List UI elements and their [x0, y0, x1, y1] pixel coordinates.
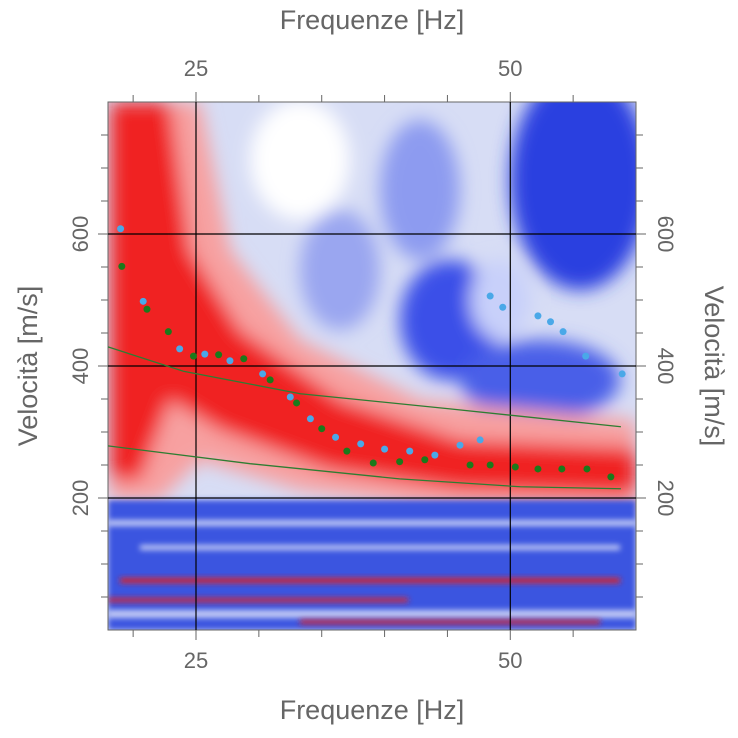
x-tick-label: 25: [184, 648, 208, 673]
data-point: [421, 456, 429, 464]
data-point: [396, 458, 404, 466]
x-tick-label-top: 50: [498, 56, 522, 81]
y-tick-label: 400: [68, 348, 93, 385]
data-point: [143, 305, 151, 313]
x-axis-title-top: Frequenze [Hz]: [280, 5, 465, 35]
data-point: [476, 436, 484, 444]
data-point: [266, 376, 274, 384]
x-axis-title: Frequenze [Hz]: [280, 695, 465, 725]
y-tick-label: 200: [68, 480, 93, 517]
y-tick-label: 600: [68, 216, 93, 253]
data-point: [466, 461, 474, 469]
data-point: [486, 292, 494, 300]
spectrum-image: [108, 102, 636, 630]
data-point: [511, 463, 519, 471]
data-point: [431, 451, 439, 459]
y-tick-label-right: 600: [653, 216, 678, 253]
data-point: [618, 370, 626, 378]
data-point: [164, 328, 172, 336]
data-point: [293, 399, 301, 407]
data-point: [559, 328, 567, 336]
data-point: [607, 473, 615, 481]
y-axis-title-right: Velocità [m/s]: [699, 286, 729, 447]
data-point: [189, 352, 197, 360]
y-tick-label-right: 200: [653, 480, 678, 517]
data-point: [176, 345, 184, 353]
data-point: [534, 465, 542, 473]
data-point: [332, 433, 340, 441]
data-point: [534, 312, 542, 320]
data-point: [547, 318, 555, 326]
data-point: [583, 465, 591, 473]
data-point: [343, 447, 351, 455]
data-point: [381, 445, 389, 453]
data-point: [201, 350, 209, 358]
data-point: [357, 440, 365, 448]
data-point: [369, 459, 377, 467]
data-point: [286, 393, 294, 401]
y-tick-label-right: 400: [653, 348, 678, 385]
x-tick-label: 50: [498, 648, 522, 673]
y-axis-title: Velocità [m/s]: [13, 286, 43, 447]
data-point: [226, 357, 234, 365]
data-point: [499, 303, 507, 311]
data-point: [582, 352, 590, 360]
data-point: [117, 225, 125, 233]
data-point: [118, 262, 126, 270]
data-point: [215, 351, 223, 359]
data-point: [240, 355, 248, 363]
data-point: [558, 465, 566, 473]
data-point: [318, 425, 326, 433]
data-point: [139, 297, 147, 305]
x-tick-label-top: 25: [184, 56, 208, 81]
fit-curve: [107, 346, 621, 428]
data-point: [406, 447, 414, 455]
data-point: [486, 461, 494, 469]
data-point: [456, 441, 464, 449]
data-point: [306, 415, 314, 423]
fit-curve: [107, 445, 621, 490]
data-point: [259, 370, 267, 378]
